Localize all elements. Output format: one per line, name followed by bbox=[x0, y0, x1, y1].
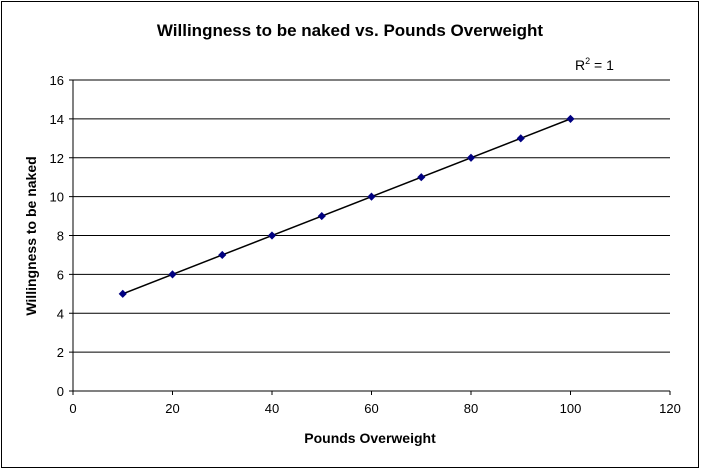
axes bbox=[72, 80, 670, 392]
data-point-marker bbox=[267, 231, 277, 240]
y-tick-label: 16 bbox=[50, 73, 64, 88]
trendline bbox=[122, 118, 571, 295]
data-point-marker bbox=[466, 153, 476, 162]
data-point-marker bbox=[417, 173, 426, 182]
y-axis-label: Willingness to be naked bbox=[23, 156, 39, 315]
x-tick-label: 40 bbox=[265, 401, 279, 416]
r-label: R bbox=[575, 57, 585, 73]
x-axis-label: Pounds Overweight bbox=[304, 430, 436, 446]
data-point-marker bbox=[566, 114, 575, 123]
y-tick-label: 14 bbox=[50, 112, 64, 127]
markers-layer bbox=[118, 114, 575, 298]
chart-title: Willingness to be naked vs. Pounds Overw… bbox=[157, 21, 544, 40]
data-point-marker bbox=[218, 250, 227, 260]
r-value: = 1 bbox=[590, 57, 614, 73]
y-tick-label: 10 bbox=[50, 190, 64, 205]
y-tick-label: 0 bbox=[57, 384, 64, 399]
y-tick-label: 2 bbox=[57, 345, 64, 360]
data-point-marker bbox=[317, 211, 326, 221]
r-exponent: 2 bbox=[585, 56, 590, 66]
data-point-marker bbox=[367, 192, 376, 201]
y-tick-label: 6 bbox=[57, 267, 64, 282]
x-tick-label: 0 bbox=[69, 401, 76, 416]
x-tick-labels: 0 20 40 60 80 100 120 bbox=[69, 401, 680, 416]
r-squared-annotation: R2 = 1 bbox=[575, 56, 614, 73]
y-tick-label: 8 bbox=[57, 229, 64, 244]
y-tick-label: 4 bbox=[57, 306, 64, 321]
data-point-marker bbox=[168, 270, 177, 279]
x-tick-label: 120 bbox=[659, 401, 681, 416]
data-point-marker bbox=[516, 134, 525, 143]
trendline-layer bbox=[122, 118, 571, 295]
x-tick-label: 100 bbox=[560, 401, 582, 416]
x-tick-label: 60 bbox=[364, 401, 378, 416]
x-tick-label: 20 bbox=[165, 401, 179, 416]
y-tick-label: 12 bbox=[50, 151, 64, 166]
data-point-marker bbox=[118, 289, 127, 298]
x-tick-label: 80 bbox=[464, 401, 478, 416]
y-tick-labels: 0 2 4 6 8 10 12 14 16 bbox=[50, 73, 64, 399]
